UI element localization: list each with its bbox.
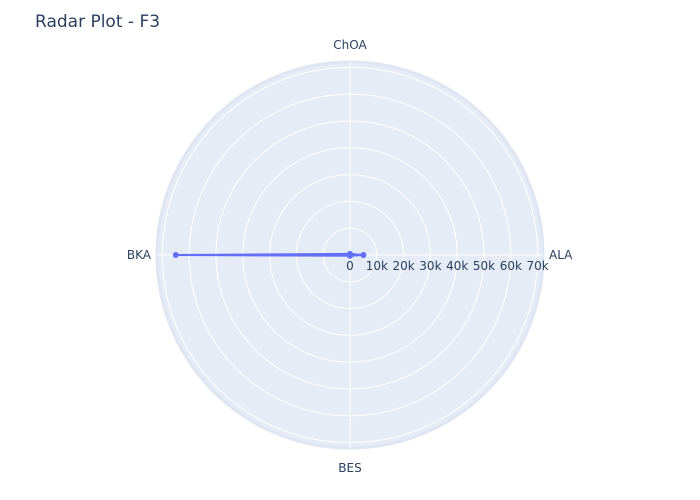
series-trace [172,250,367,259]
radial-tick-label: 70k [527,259,549,273]
chart-title: Radar Plot - F3 [35,12,161,32]
radial-tick-label: 30k [419,259,441,273]
data-point-ALA [360,252,367,258]
data-point-BKA [172,252,179,258]
category-labels: ALA ChOA BKA BES [127,38,573,475]
category-label-BKA: BKA [127,248,152,262]
radial-tick-label: 10k [366,259,388,273]
radial-tick-label: 0 [346,259,354,273]
category-label-ChOA: ChOA [333,38,367,52]
series-line-0 [175,252,364,257]
radial-tick-label: 60k [500,259,522,273]
category-label-ALA: ALA [549,248,573,262]
radial-tick-label: 40k [446,259,468,273]
radial-tick-label: 50k [473,259,495,273]
data-point-BES [347,252,353,259]
category-label-BES: BES [338,461,361,475]
radial-tick-labels: 0 10k 20k 30k 40k 50k 60k 70k [346,259,549,273]
radial-tick-label: 20k [393,259,415,273]
